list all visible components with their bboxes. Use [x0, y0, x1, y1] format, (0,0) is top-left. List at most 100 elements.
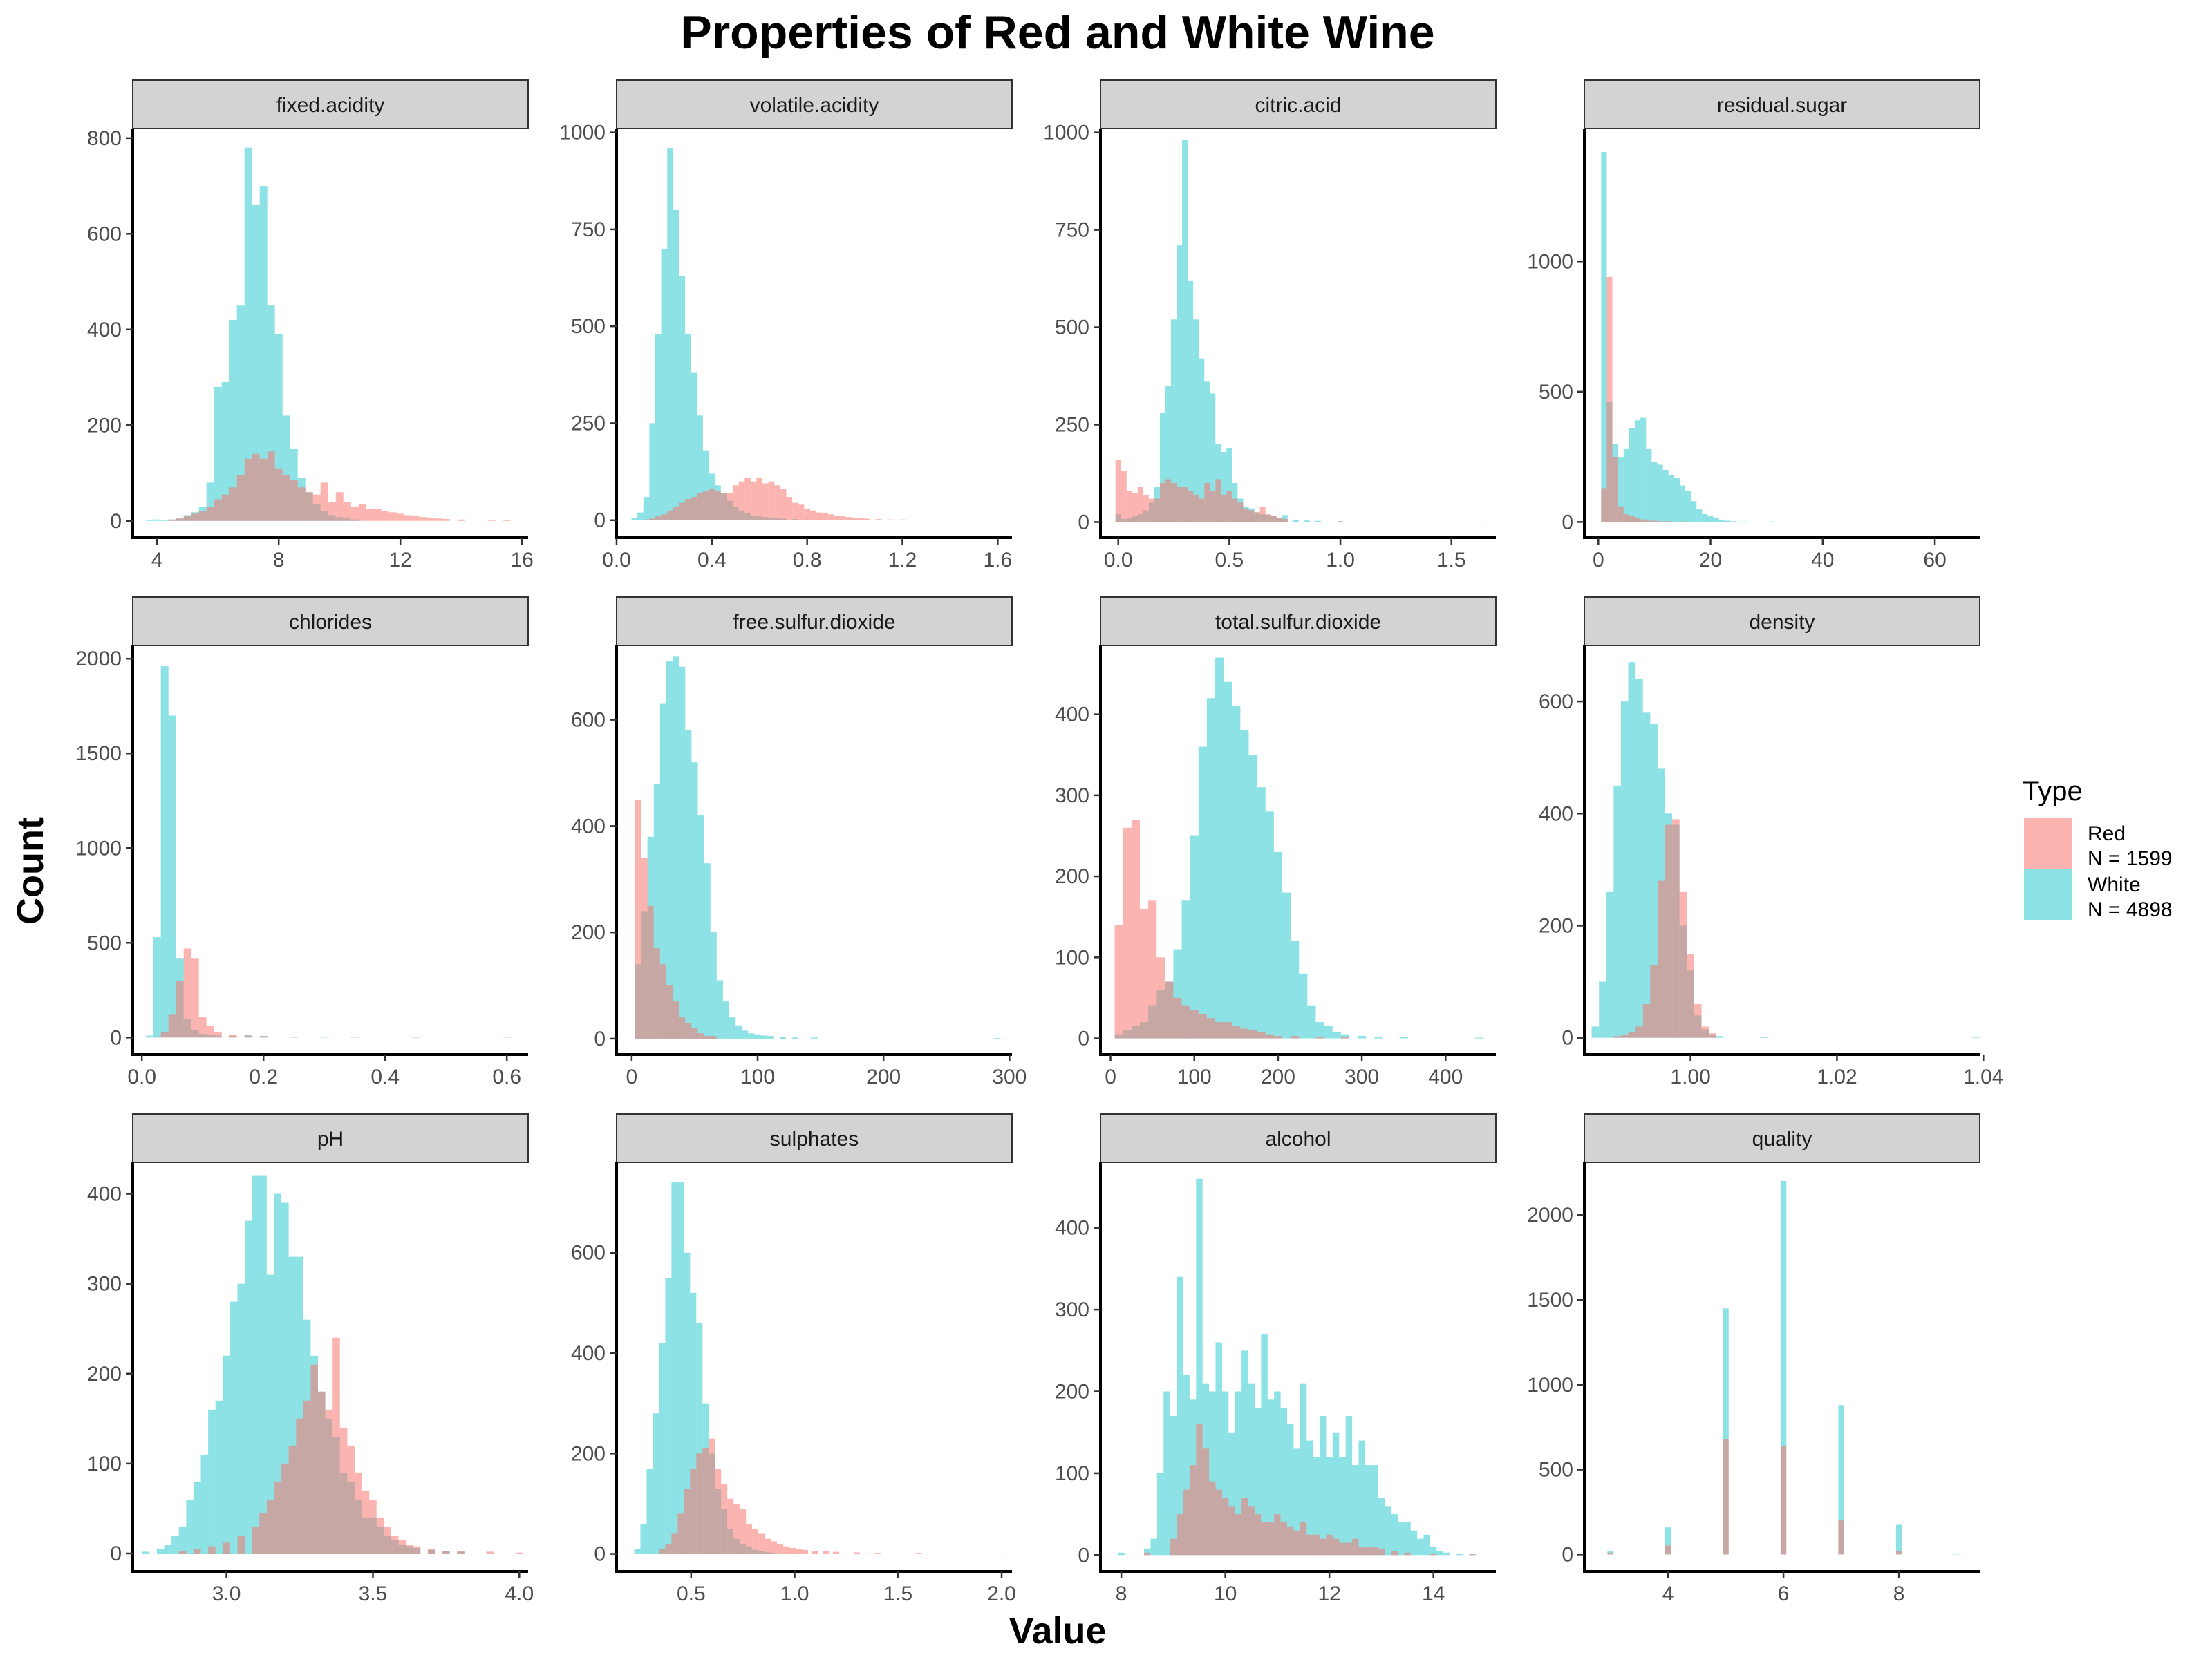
bar-red — [328, 502, 336, 521]
bar-red — [457, 1551, 465, 1554]
bar-red — [458, 520, 465, 521]
bar-white — [1365, 1465, 1371, 1555]
bar-white — [1708, 516, 1714, 522]
bar-red — [1249, 511, 1255, 522]
x-tick-label: 0.8 — [793, 549, 822, 572]
bar-red — [685, 1023, 691, 1039]
facet-strip-label: volatile.acidity — [750, 94, 879, 117]
y-tick-label: 200 — [1055, 1381, 1089, 1404]
bar-red — [399, 1540, 406, 1554]
bar-red — [852, 518, 858, 520]
bar-red — [1306, 1535, 1313, 1556]
bar-red — [1672, 819, 1680, 1037]
y-tick-label: 200 — [87, 1363, 122, 1386]
bar-white — [1635, 420, 1640, 522]
bar-white — [679, 276, 685, 520]
bar-red — [721, 493, 727, 520]
bar-red — [1188, 491, 1193, 522]
bar-red — [774, 485, 780, 520]
bar-white — [677, 1182, 684, 1554]
y-tick-label: 500 — [571, 315, 606, 338]
bar-red — [207, 1026, 214, 1037]
bar-white — [662, 249, 668, 520]
bar-red — [252, 454, 260, 521]
bar-red — [752, 1529, 758, 1554]
bar-white — [1624, 449, 1629, 522]
y-tick-label: 1000 — [1527, 1374, 1573, 1397]
bar-red — [1469, 1554, 1475, 1555]
bar-red — [442, 519, 450, 521]
bar-red — [1643, 1004, 1651, 1038]
x-axis-title: Value — [1009, 1610, 1106, 1652]
bar-red — [347, 1446, 355, 1554]
bar-white — [1702, 514, 1707, 522]
bar-red — [1687, 954, 1694, 1038]
bar-red — [245, 459, 252, 521]
bar-red — [796, 1549, 802, 1554]
bar-red — [792, 503, 798, 520]
bar-white — [1378, 1498, 1385, 1555]
bar-red — [685, 499, 691, 520]
bar-red — [1243, 509, 1248, 522]
bar-white — [252, 1176, 260, 1554]
bar-red — [659, 1549, 665, 1554]
bar-white — [157, 1549, 165, 1554]
bar-white — [1358, 1441, 1365, 1556]
bar-white — [1640, 418, 1646, 522]
bar-white — [1657, 464, 1662, 522]
bar-red — [1365, 1547, 1371, 1555]
x-tick-label: 0 — [626, 1066, 638, 1088]
bar-white — [1190, 835, 1199, 1038]
bar-red — [698, 1033, 704, 1039]
bar-white — [767, 1036, 774, 1039]
bar-red — [389, 512, 397, 520]
bar-red — [1215, 1022, 1224, 1038]
bar-white — [1621, 701, 1629, 1038]
bar-white — [223, 1356, 230, 1554]
y-tick-label: 300 — [1055, 1299, 1089, 1321]
y-tick-label: 100 — [1055, 1462, 1089, 1485]
bar-red — [727, 1499, 733, 1554]
bar-red — [391, 1536, 399, 1554]
y-tick-label: 0 — [110, 510, 122, 533]
bar-red — [1116, 460, 1121, 522]
bar-red — [1629, 1032, 1636, 1038]
bar-white — [146, 1036, 153, 1038]
facet-strip-label: chlorides — [289, 611, 372, 634]
x-tick-label: 20 — [1699, 549, 1722, 572]
bar-red — [366, 509, 374, 520]
bar-red — [1123, 828, 1132, 1039]
bar-white — [673, 656, 679, 1039]
bar-white — [1333, 1433, 1339, 1556]
bar-red — [332, 1338, 340, 1554]
y-tick-label: 500 — [1055, 317, 1089, 339]
bar-white — [994, 1038, 1000, 1039]
bar-red — [1209, 1482, 1215, 1556]
bar-red — [1341, 1037, 1349, 1038]
bar-red — [1228, 1506, 1235, 1555]
bar-red — [1121, 471, 1127, 522]
bar-red — [1606, 277, 1612, 522]
bar-white — [1315, 521, 1321, 522]
y-tick-label: 500 — [87, 932, 122, 954]
bar-red — [673, 507, 679, 520]
bar-red — [1277, 518, 1282, 522]
bar-red — [635, 800, 641, 1039]
y-tick-label: 0 — [110, 1542, 122, 1565]
bar-white — [1456, 1554, 1463, 1555]
bar-red — [1282, 519, 1288, 522]
bar-white — [1730, 521, 1736, 522]
bar-white — [1714, 518, 1719, 522]
bar-white — [1324, 1026, 1333, 1039]
bar-red — [665, 1544, 671, 1554]
bar-red — [1177, 1514, 1183, 1555]
bar-white — [711, 932, 717, 1039]
bar-red — [281, 1464, 289, 1554]
bar-red — [184, 516, 191, 521]
bar-white — [208, 1410, 216, 1554]
bar-white — [1606, 892, 1614, 1038]
bar-red — [260, 459, 268, 521]
y-tick-label: 600 — [571, 709, 606, 732]
bar-white — [1207, 698, 1215, 1038]
y-tick-label: 0 — [594, 1543, 606, 1566]
